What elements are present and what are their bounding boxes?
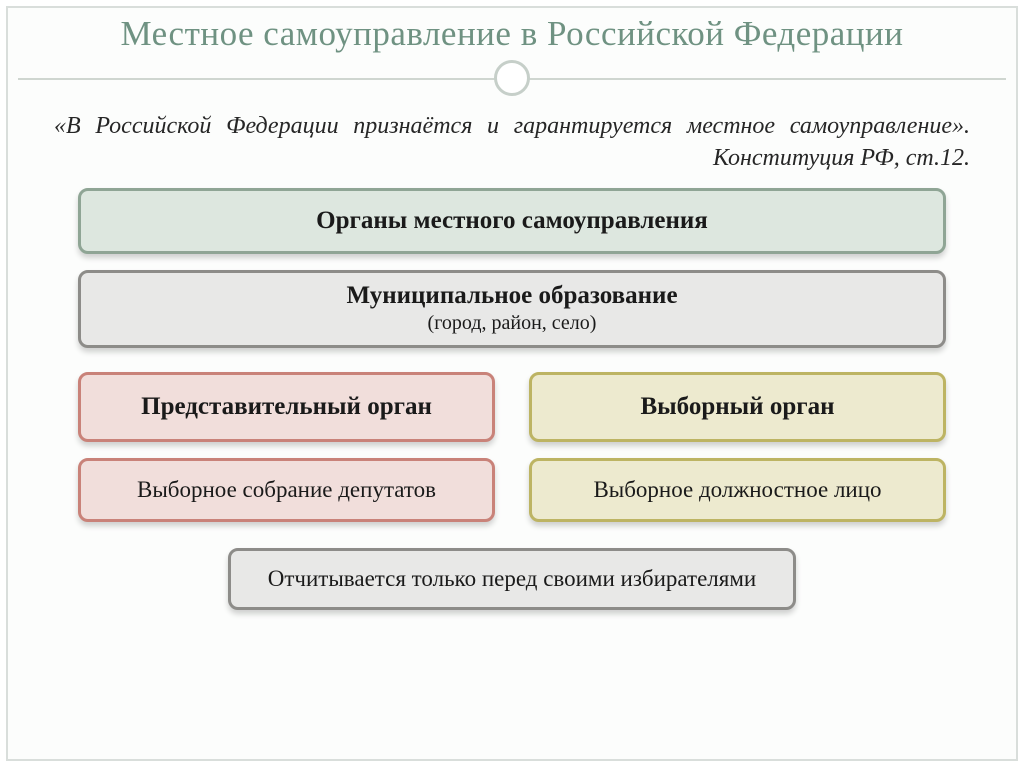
row-details: Выборное собрание депутатов Выборное дол… [78, 458, 946, 522]
box-assembly-label: Выборное собрание депутатов [137, 477, 436, 503]
box-organs-label: Органы местного самоуправления [316, 207, 708, 235]
box-municipal: Муниципальное образование (город, район,… [78, 270, 946, 348]
slide-title: Местное самоуправление в Российской Феде… [8, 8, 1016, 54]
box-official-label: Выборное должностное лицо [593, 477, 881, 503]
bottom-row: Отчитывается только перед своими избират… [78, 548, 946, 610]
slide-frame: Местное самоуправление в Российской Феде… [6, 6, 1018, 761]
divider-circle-icon [494, 60, 530, 96]
quote-source: Конституция РФ, ст.12. [54, 145, 970, 172]
box-reports-label: Отчитывается только перед своими избират… [268, 566, 756, 592]
box-representative-label: Представительный орган [141, 393, 432, 421]
diagram-area: Органы местного самоуправления Муниципал… [8, 178, 1016, 610]
box-reports: Отчитывается только перед своими избират… [228, 548, 796, 610]
quote-block: «В Российской Федерации признаётся и гар… [8, 96, 1016, 177]
title-divider [8, 60, 1016, 96]
box-municipal-sublabel: (город, район, село) [428, 312, 597, 335]
box-organs: Органы местного самоуправления [78, 188, 946, 254]
row-organs: Представительный орган Выборный орган [78, 372, 946, 442]
box-assembly: Выборное собрание депутатов [78, 458, 495, 522]
box-official: Выборное должностное лицо [529, 458, 946, 522]
box-elective-label: Выборный орган [640, 393, 834, 421]
box-elective-organ: Выборный орган [529, 372, 946, 442]
box-representative-organ: Представительный орган [78, 372, 495, 442]
box-municipal-label: Муниципальное образование [346, 282, 677, 310]
quote-text: «В Российской Федерации признаётся и гар… [54, 110, 970, 142]
